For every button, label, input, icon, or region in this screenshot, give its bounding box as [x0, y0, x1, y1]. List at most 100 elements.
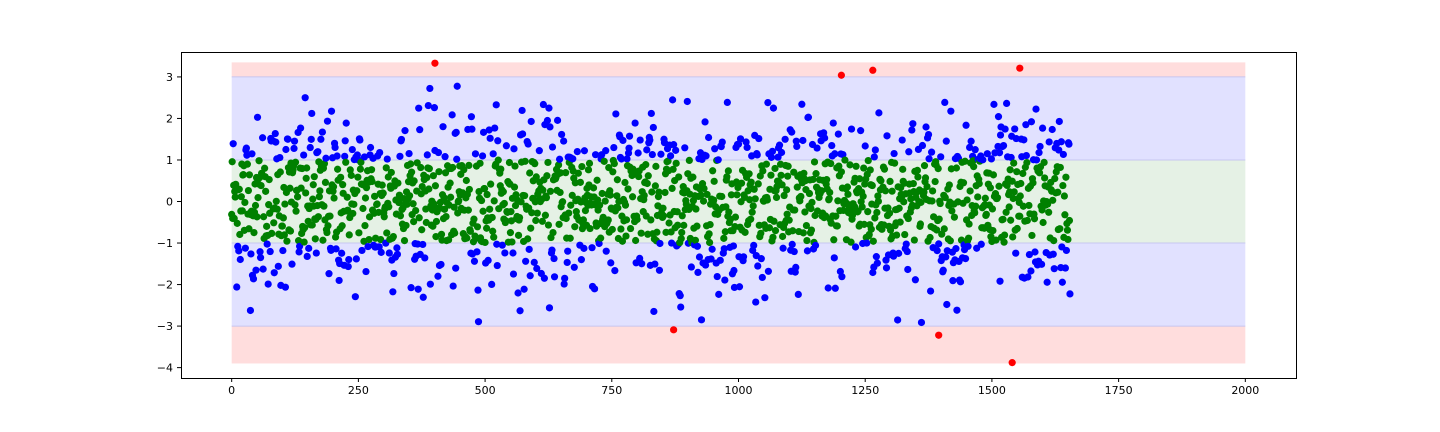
data-point [463, 234, 471, 242]
data-point [494, 137, 502, 145]
data-point [439, 123, 447, 131]
data-point [971, 209, 979, 217]
data-point [474, 318, 483, 326]
data-point [578, 163, 586, 171]
data-point [747, 215, 755, 223]
data-point [935, 240, 943, 248]
data-point [1027, 118, 1036, 126]
data-point [1050, 265, 1058, 273]
data-point [533, 209, 541, 217]
data-point [584, 166, 593, 174]
data-point [974, 193, 982, 201]
data-point [585, 159, 594, 167]
x-tick-label: 250 [348, 384, 369, 397]
data-point [936, 199, 944, 208]
data-point [619, 136, 627, 145]
data-point [644, 172, 652, 180]
data-point [643, 146, 651, 154]
data-point [683, 97, 691, 106]
data-point [415, 104, 423, 112]
data-point [492, 101, 500, 109]
data-point [434, 272, 442, 280]
data-point [272, 138, 280, 146]
data-point [257, 182, 265, 190]
data-point [487, 180, 495, 188]
data-point [691, 236, 700, 244]
data-point [539, 100, 547, 109]
data-point [300, 238, 308, 246]
data-point [1016, 192, 1024, 200]
data-point [368, 177, 376, 186]
data-point [992, 236, 1000, 244]
data-point [382, 164, 390, 172]
data-point [255, 157, 263, 165]
data-point [505, 158, 514, 167]
data-point [321, 178, 330, 187]
data-point [720, 245, 728, 253]
data-point [747, 178, 755, 186]
data-point [636, 136, 644, 144]
data-point [844, 190, 852, 198]
data-point [239, 171, 247, 179]
data-point [777, 148, 786, 157]
data-point [882, 264, 891, 272]
data-point [873, 208, 881, 217]
data-point [642, 161, 650, 169]
data-point [617, 155, 626, 163]
data-point [314, 213, 322, 221]
band-outer [231, 326, 1246, 364]
data-point [656, 239, 664, 248]
data-point [525, 245, 533, 253]
data-point [303, 164, 311, 172]
data-point [964, 242, 972, 250]
data-point [491, 124, 499, 132]
data-point [350, 200, 358, 208]
data-point [869, 268, 877, 277]
data-point [965, 220, 973, 228]
data-point [291, 201, 299, 209]
data-point [408, 168, 416, 176]
data-point [745, 170, 753, 178]
data-point [790, 247, 798, 256]
data-point [301, 224, 309, 232]
x-tick-label: 1000 [725, 384, 753, 397]
data-point [829, 119, 837, 127]
x-tick-label: 2000 [1231, 384, 1259, 397]
data-point [894, 316, 902, 324]
data-point [949, 277, 957, 285]
data-point [418, 226, 426, 234]
data-point [450, 203, 458, 211]
data-point [283, 237, 291, 245]
data-point [933, 247, 941, 255]
data-point [338, 222, 346, 230]
data-point [238, 207, 246, 215]
data-point [672, 159, 680, 167]
data-point [460, 166, 468, 174]
data-point [493, 261, 501, 270]
data-point [426, 84, 434, 93]
data-point [396, 212, 405, 220]
data-point [526, 272, 534, 280]
data-point [554, 161, 563, 169]
data-point [693, 242, 702, 250]
data-point [1049, 196, 1057, 204]
data-point [866, 166, 874, 174]
data-point [999, 142, 1008, 150]
data-point [546, 123, 554, 131]
data-point [852, 162, 860, 170]
data-point [994, 113, 1003, 121]
data-point [568, 191, 576, 199]
data-point [1024, 273, 1032, 281]
data-point [254, 194, 262, 202]
data-point [555, 220, 563, 228]
data-point [1060, 192, 1068, 200]
data-point [618, 237, 627, 245]
data-point [597, 234, 605, 242]
data-point [777, 171, 785, 179]
data-point [767, 153, 776, 161]
data-point [742, 138, 750, 146]
data-point [282, 145, 290, 154]
data-point [646, 136, 654, 144]
data-point [1045, 138, 1053, 146]
data-point [914, 173, 922, 181]
